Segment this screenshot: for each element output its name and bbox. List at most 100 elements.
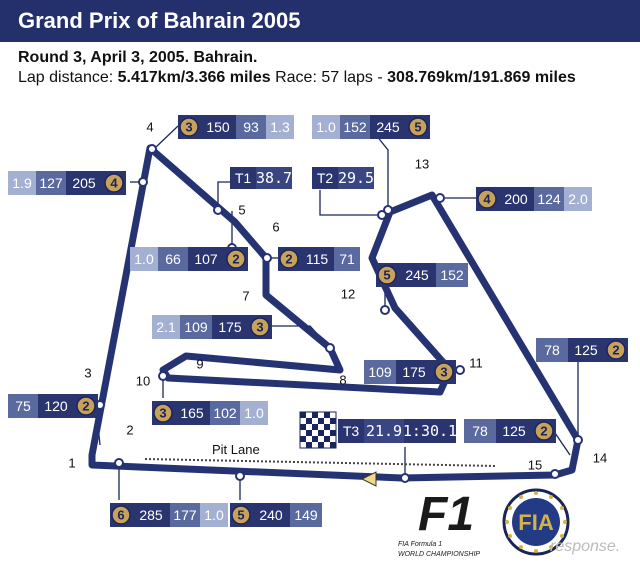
callout-cell-bg xyxy=(188,247,224,271)
distance-info: Lap distance: 5.417km/3.366 miles Race: … xyxy=(18,69,576,87)
turn-label: 11 xyxy=(469,356,483,371)
callout-cell-bg xyxy=(236,115,266,139)
callout-s1: 6 285 177 1.0 xyxy=(110,503,228,527)
lap-label: Lap distance: xyxy=(18,69,118,86)
timing-value: 29.5 xyxy=(338,169,374,187)
callout-t12a: 1.0 152 245 5 xyxy=(312,115,430,139)
callout-value: 125 xyxy=(574,342,598,358)
callout-cell-bg xyxy=(536,338,568,362)
turn-label: 3 xyxy=(84,366,91,381)
gear-number: 5 xyxy=(414,120,421,135)
direction-arrow-icon xyxy=(360,471,377,487)
callout-cell-bg xyxy=(8,171,36,195)
callout-cell-bg xyxy=(200,503,228,527)
turn-label: 14 xyxy=(593,451,607,466)
fia-logo: FIA xyxy=(502,488,570,556)
gear-badge-icon xyxy=(377,265,397,285)
callout-value: 107 xyxy=(194,251,218,267)
gear-badge-icon xyxy=(76,396,96,416)
callout-t3a: 1.9 127 205 4 xyxy=(8,171,126,195)
gear-badge-icon xyxy=(279,249,299,269)
gear-number: 3 xyxy=(159,406,166,421)
turn-label: 6 xyxy=(272,220,279,235)
callout-value: 285 xyxy=(139,507,163,523)
callout-t14b: 78 125 2 xyxy=(464,419,556,443)
turn-label: 8 xyxy=(339,373,346,388)
callout-value: 124 xyxy=(537,191,561,207)
callout-cell-bg xyxy=(240,401,268,425)
callout-cell-bg xyxy=(266,115,294,139)
round-info: Round 3, April 3, 2005. Bahrain. xyxy=(18,49,258,66)
callout-value: 1.9 xyxy=(12,175,32,191)
gear-badge-icon xyxy=(104,173,124,193)
gear-number: 5 xyxy=(237,508,244,523)
header-bar xyxy=(0,0,640,42)
callout-cell-bg xyxy=(158,247,188,271)
timing-label: T2 xyxy=(317,170,334,186)
f1-logo-sub2: WORLD CHAMPIONSHIP xyxy=(398,551,480,558)
callout-t5: 1.0 66 107 2 xyxy=(130,247,248,271)
callout-value: 152 xyxy=(343,119,367,135)
gear-number: 3 xyxy=(256,320,263,335)
turn-label: 10 xyxy=(136,374,150,389)
callout-value: 115 xyxy=(306,251,329,267)
gear-number: 2 xyxy=(82,399,89,414)
gear-badge-icon xyxy=(153,403,173,423)
callout-cell-bg xyxy=(180,315,212,339)
callout-cell-bg xyxy=(498,187,534,211)
callout-cell-bg xyxy=(340,115,370,139)
callout-cell-bg xyxy=(130,247,158,271)
gear-badge-icon xyxy=(179,117,199,137)
callout-cell-bg xyxy=(564,187,592,211)
turn-label: 15 xyxy=(528,458,542,473)
gear-number: 4 xyxy=(110,176,118,191)
callout-s2: 5 240 149 xyxy=(230,503,322,527)
callout-cell-bg xyxy=(36,171,66,195)
turn-label: 4 xyxy=(146,120,153,135)
gear-number: 6 xyxy=(117,508,124,523)
callout-cell-bg xyxy=(436,263,468,287)
turn-numbers: 1 2 3 4 5 6 7 8 9 10 11 12 13 14 15 xyxy=(68,120,607,473)
callout-value: 165 xyxy=(180,405,204,421)
timing-t2: T2 29.5 xyxy=(312,167,374,189)
callout-value: 125 xyxy=(502,423,526,439)
gear-number: 2 xyxy=(540,424,547,439)
callout-t7: 2.1 109 175 3 xyxy=(152,315,272,339)
gear-badge-icon xyxy=(231,505,251,525)
callout-cell-bg xyxy=(170,503,200,527)
callout-cell-bg xyxy=(396,360,432,384)
gear-badge-icon xyxy=(434,362,454,382)
watermark: response. xyxy=(550,538,620,555)
timing-label: T3 xyxy=(343,423,360,439)
callout-value: 102 xyxy=(213,405,237,421)
callout-t3b: 75 120 2 xyxy=(8,394,98,418)
callout-cell-bg xyxy=(364,360,396,384)
callout-cell-bg xyxy=(38,394,74,418)
callout-value: 109 xyxy=(184,319,208,335)
callout-value: 175 xyxy=(402,364,426,380)
callout-value: 1.0 xyxy=(316,119,336,135)
callout-t13: 4 200 124 2.0 xyxy=(476,187,592,211)
callout-cell-bg xyxy=(212,315,248,339)
gear-number: 2 xyxy=(232,252,239,267)
timing-t1: T1 38.7 xyxy=(230,167,292,189)
fia-logo-text: FIA xyxy=(518,510,554,535)
callout-cell-bg xyxy=(8,394,38,418)
callout-value: 175 xyxy=(218,319,242,335)
callout-value: 205 xyxy=(72,175,96,191)
turn-label: 9 xyxy=(196,357,203,372)
timing-value: 21.9 xyxy=(366,422,402,440)
gear-number: 3 xyxy=(185,120,192,135)
callout-cell-bg xyxy=(370,115,406,139)
callout-cell-bg xyxy=(464,419,496,443)
turn-label: 5 xyxy=(238,203,245,218)
callout-cell-bg xyxy=(534,187,564,211)
timing-lap: 1:30.1 xyxy=(403,422,457,440)
gear-badge-icon xyxy=(534,421,554,441)
page-title: Grand Prix of Bahrain 2005 xyxy=(18,8,301,33)
callout-value: 177 xyxy=(173,507,197,523)
turn-label: 2 xyxy=(126,423,133,438)
callout-cell-bg xyxy=(152,315,180,339)
callout-t11: 109 175 3 xyxy=(364,360,456,384)
